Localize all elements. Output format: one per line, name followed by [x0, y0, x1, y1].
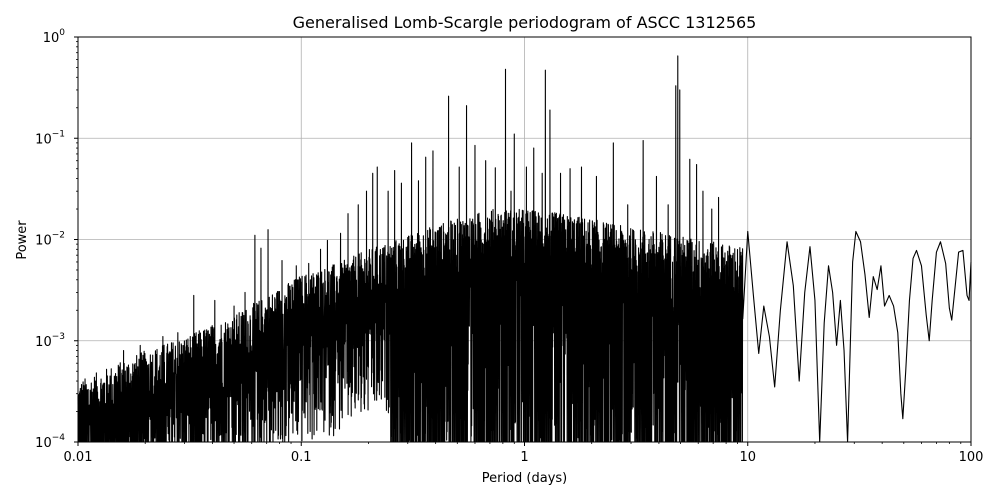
y-tick-label: 10−4 [35, 433, 65, 451]
y-tick-label: 100 [43, 28, 66, 46]
y-tick-label: 10−1 [35, 129, 65, 147]
x-tick-label: 1 [520, 450, 528, 465]
y-axis-ticks: 10−4 10−3 10−2 10−1 100 [35, 28, 78, 451]
y-axis-label: Power [15, 220, 30, 260]
y-tick-label: 10−2 [35, 231, 65, 249]
y-tick-label: 10−3 [35, 332, 65, 350]
x-tick-label: 100 [959, 450, 984, 465]
x-tick-label: 0.01 [64, 450, 93, 465]
series-line [77, 55, 972, 443]
x-axis-ticks: 0.01 0.1 1 10 100 [64, 442, 984, 465]
series-group [77, 55, 972, 443]
x-tick-label: 10 [739, 450, 756, 465]
x-tick-label: 0.1 [291, 450, 312, 465]
chart-title: Generalised Lomb-Scargle periodogram of … [293, 13, 757, 32]
x-axis-label: Period (days) [482, 471, 568, 486]
